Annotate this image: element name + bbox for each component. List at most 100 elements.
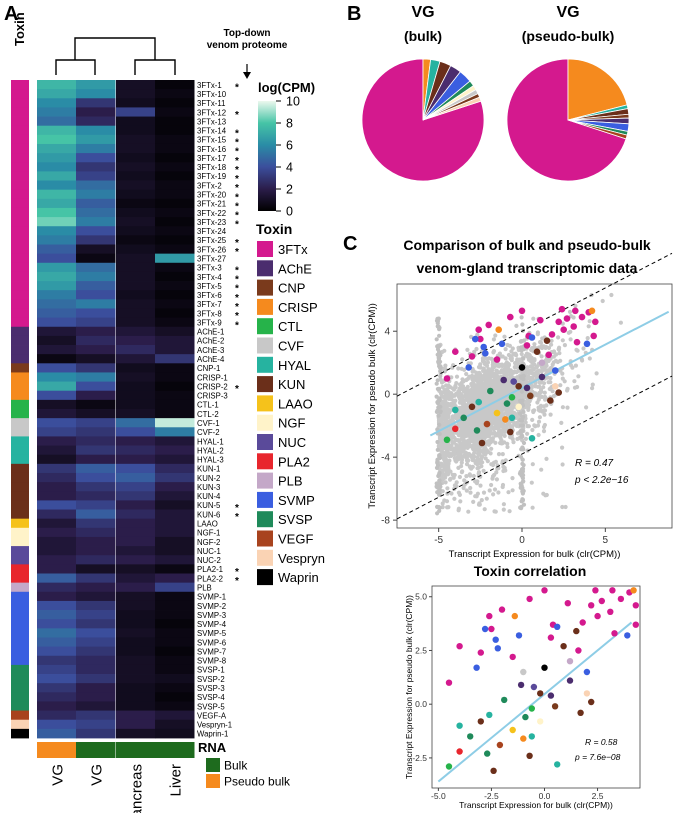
background-point	[468, 491, 472, 495]
toxin-point-3ftx	[609, 587, 615, 593]
toxin-strip-segment	[11, 126, 29, 136]
background-point	[454, 459, 458, 463]
toxin-point-svmp	[465, 364, 472, 371]
toxin-strip-segment	[11, 372, 29, 382]
background-point	[501, 354, 505, 358]
background-point	[505, 343, 509, 347]
heatmap-cell	[76, 153, 116, 163]
toxin-point-svmp	[552, 367, 559, 374]
heatmap-cell	[116, 281, 156, 291]
heatmap-cell	[76, 299, 116, 309]
background-point	[586, 336, 590, 340]
toxin-point-nuc	[531, 684, 537, 690]
heatmap-cell	[37, 546, 77, 556]
background-point	[460, 367, 464, 371]
background-point	[519, 424, 523, 428]
background-point	[448, 385, 452, 389]
heatmap-cell	[155, 656, 195, 666]
background-point	[576, 374, 580, 378]
background-point	[557, 347, 561, 351]
heatmap-cell	[116, 701, 156, 711]
toxin-point-ache	[548, 692, 554, 698]
row-label: 3FTx-12	[197, 108, 226, 117]
heatmap-cell	[37, 592, 77, 602]
background-point	[565, 388, 569, 392]
row-label: 3FTx-14	[197, 127, 227, 136]
heatmap-cell	[155, 144, 195, 154]
y-tick-label: -4	[381, 453, 390, 464]
heatmap-cell	[76, 500, 116, 510]
pie-title: VG	[411, 4, 434, 21]
row-label: CTL-2	[197, 410, 219, 419]
background-point	[510, 476, 514, 480]
toxin-strip-segment	[11, 647, 29, 657]
heatmap-cell	[155, 647, 195, 657]
toxin-strip-segment	[11, 235, 29, 245]
background-point	[442, 390, 446, 394]
background-point	[471, 500, 475, 504]
heatmap-cell	[76, 263, 116, 273]
heatmap-cell	[116, 345, 156, 355]
heatmap-cell	[155, 208, 195, 218]
background-point	[435, 337, 439, 341]
background-point	[478, 503, 482, 507]
background-point	[477, 371, 481, 375]
heatmap-cell	[37, 409, 77, 419]
toxin-strip-segment	[11, 382, 29, 392]
heatmap-cell	[116, 656, 156, 666]
heatmap-cell	[155, 720, 195, 730]
background-point	[551, 389, 555, 393]
row-label: SVSP-2	[197, 675, 225, 684]
background-point	[469, 426, 473, 430]
legend-swatch	[257, 357, 273, 373]
background-point	[457, 507, 461, 511]
scatter-toxin-correlation: Toxin correlation-5.0 -2.5 0.0 2.5-2.50.02.…	[404, 563, 640, 810]
heatmap-cell	[116, 546, 156, 556]
background-point	[483, 507, 487, 511]
colorbar-tick-label: 6	[286, 139, 293, 153]
row-label: 3FTx-3	[197, 264, 222, 273]
legend-label: CTL	[278, 319, 303, 334]
toxin-strip-segment	[11, 656, 29, 666]
heatmap-cell	[116, 510, 156, 520]
heatmap-cell	[37, 583, 77, 593]
background-point	[511, 440, 515, 444]
heatmap-cell	[37, 199, 77, 209]
y-tick-label: 0	[384, 390, 390, 401]
toxin-strip-segment	[11, 446, 29, 456]
background-point	[530, 376, 534, 380]
row-label: SVMP-1	[197, 593, 226, 602]
heatmap-cell	[76, 327, 116, 337]
heatmap-cell	[116, 162, 156, 172]
heatmap-cell	[37, 208, 77, 218]
background-point	[437, 471, 441, 475]
toxin-point-3ftx	[485, 322, 492, 329]
heatmap-cell	[37, 135, 77, 145]
heatmap-cell	[155, 455, 195, 465]
row-label: KUN-5	[197, 501, 221, 510]
annotation-arrow	[243, 64, 251, 79]
background-point	[483, 362, 487, 366]
toxin-point-crisp	[512, 613, 518, 619]
row-label: Vespryn-1	[197, 721, 232, 730]
column-dendrogram	[56, 38, 175, 75]
heatmap-cell	[76, 473, 116, 483]
background-point	[512, 370, 516, 374]
background-point	[576, 349, 580, 353]
row-label: PLA2-1	[197, 565, 223, 574]
toxin-point-3ftx	[475, 326, 482, 333]
heatmap-cell	[155, 418, 195, 428]
background-point	[462, 390, 466, 394]
row-label: AChE-3	[197, 346, 224, 355]
toxin-point-3ftx	[519, 308, 526, 315]
background-point	[493, 333, 497, 337]
background-point	[494, 460, 498, 464]
background-point	[588, 319, 592, 323]
heatmap-cell	[116, 628, 156, 638]
row-label: SVMP-7	[197, 647, 226, 656]
heatmap-cell	[155, 711, 195, 721]
toxin-point-cnp	[552, 703, 558, 709]
background-point	[595, 371, 599, 375]
background-point	[449, 453, 453, 457]
